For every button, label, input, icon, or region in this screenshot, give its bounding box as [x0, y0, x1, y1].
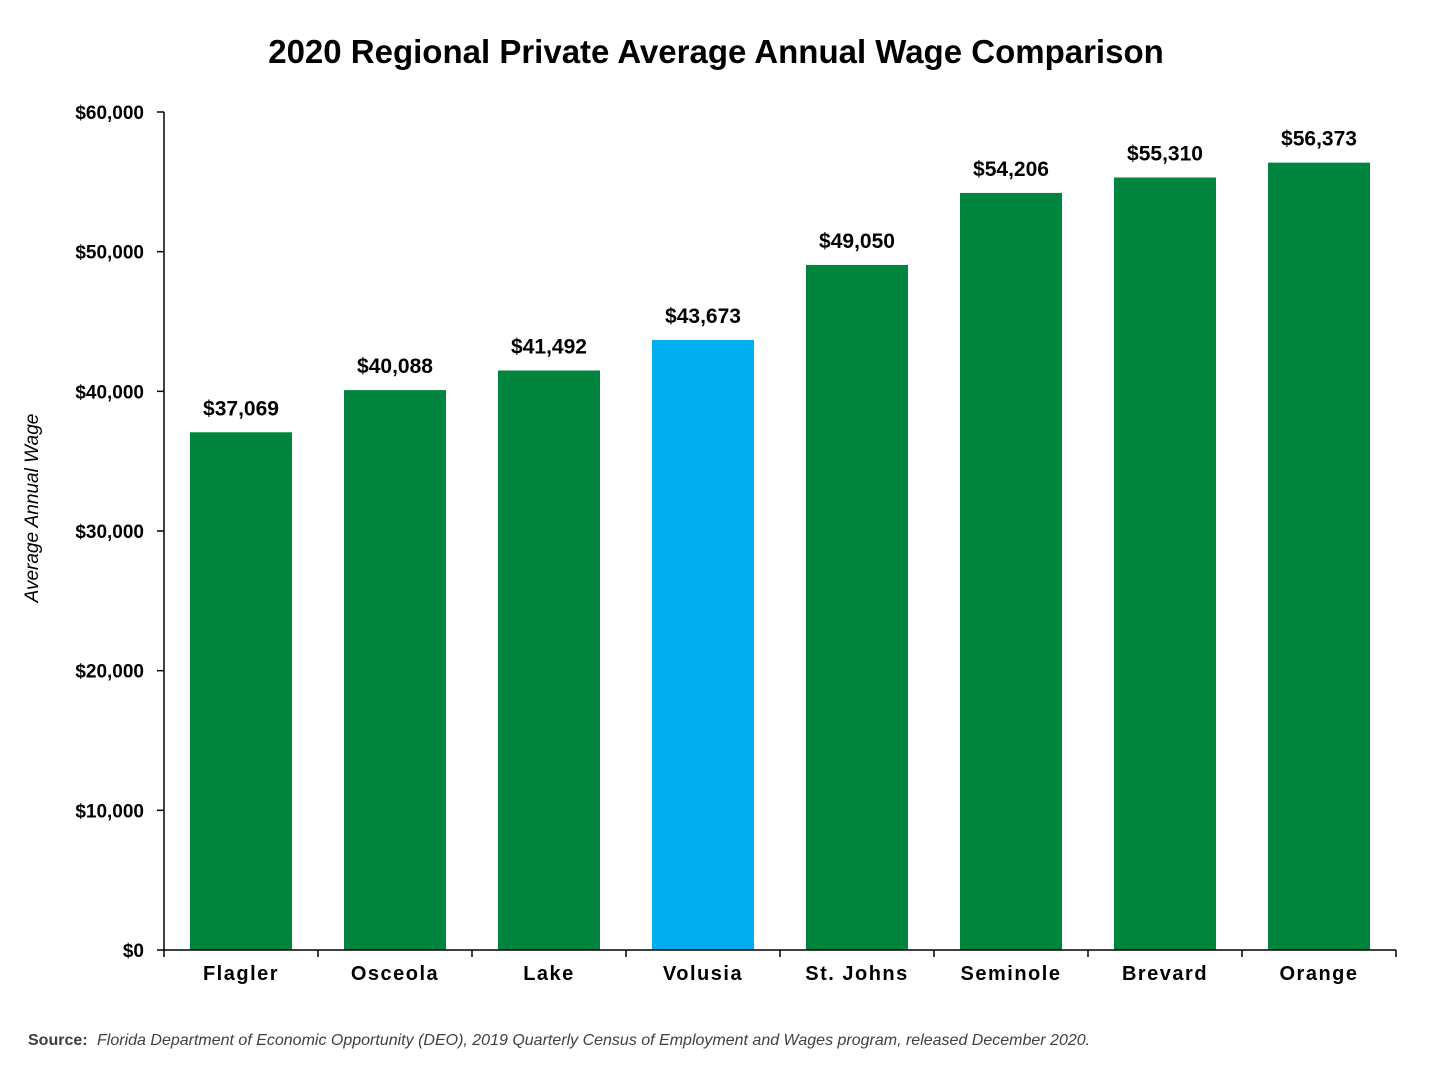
bar-volusia	[652, 340, 754, 950]
x-tick-label: Lake	[523, 963, 575, 985]
bar-flagler	[190, 432, 292, 950]
bar-st-johns	[806, 264, 908, 950]
x-axis-ticks: Flagler Osceola Lake Volusia St. Johns Semino…	[163, 950, 1397, 985]
bar-orange	[1268, 162, 1370, 950]
data-label: $43,673	[665, 305, 741, 328]
data-label: $56,373	[1281, 128, 1357, 151]
data-label: $49,050	[819, 230, 895, 253]
bar-lake	[498, 370, 600, 950]
x-tick-label: St. Johns	[805, 963, 909, 985]
x-tick-label: Brevard	[1122, 963, 1208, 985]
data-label: $40,088	[357, 355, 433, 378]
data-labels-group: $37,069 $40,088 $41,492 $43,673 $49,050 $54,2…	[203, 128, 1357, 421]
bar-osceola	[344, 390, 446, 951]
x-tick-label: Osceola	[351, 963, 439, 985]
x-tick-label: Seminole	[961, 963, 1062, 985]
source-text: Florida Department of Economic Opportuni…	[97, 1032, 1090, 1049]
y-tick-label: $30,000	[75, 522, 144, 543]
x-tick-label: Volusia	[663, 963, 743, 985]
y-tick-label: $40,000	[75, 382, 144, 403]
y-axis-ticks: $0 $10,000 $20,000 $30,000 $40,000 $50,000 $60…	[75, 103, 164, 962]
y-tick-label: $20,000	[75, 662, 144, 683]
x-tick-label: Orange	[1279, 963, 1358, 985]
y-tick-label: $0	[123, 941, 144, 962]
y-axis-label: Average Annual Wage	[22, 414, 43, 604]
data-label: $54,206	[973, 158, 1049, 181]
bars-group	[190, 162, 1370, 951]
bar-seminole	[960, 192, 1062, 951]
data-label: $37,069	[203, 397, 279, 420]
y-tick-label: $60,000	[75, 103, 144, 124]
source-label: Source:	[28, 1032, 88, 1049]
bar-brevard	[1114, 177, 1216, 950]
y-tick-label: $10,000	[75, 801, 144, 822]
source-note: Source: Florida Department of Economic O…	[28, 1032, 1090, 1049]
data-label: $41,492	[511, 335, 587, 358]
chart-title: 2020 Regional Private Average Annual Wag…	[268, 33, 1164, 70]
x-tick-label: Flagler	[203, 963, 279, 985]
y-tick-label: $50,000	[75, 243, 144, 264]
data-label: $55,310	[1127, 143, 1203, 166]
